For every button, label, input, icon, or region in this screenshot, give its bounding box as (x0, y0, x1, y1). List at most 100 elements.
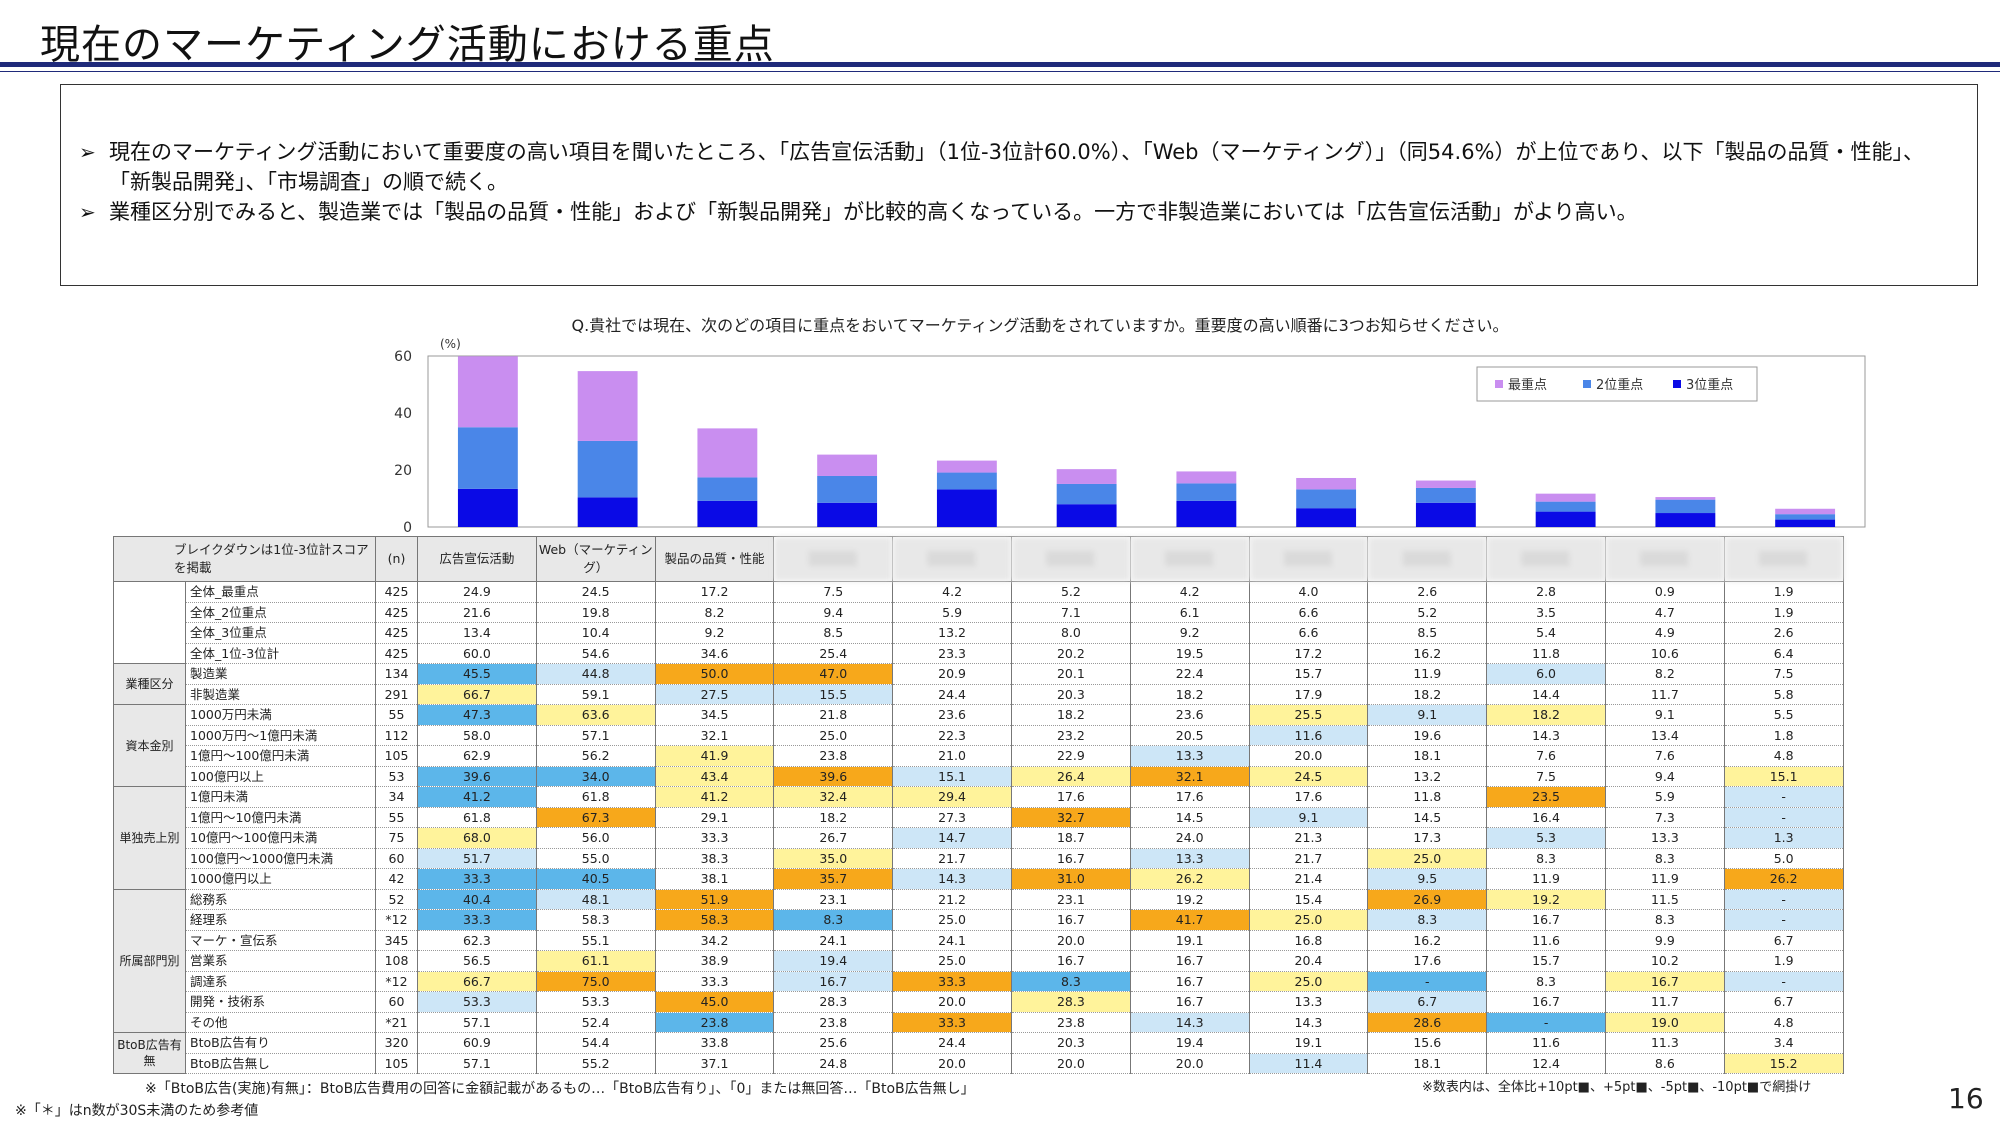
table-cell: 9.2 (654, 622, 775, 644)
table-cell: 11.3 (1604, 1032, 1725, 1054)
table-cell: 35.7 (773, 868, 894, 890)
table-cell: 19.1 (1129, 929, 1250, 951)
table-cell: 56.0 (535, 827, 656, 849)
table-cell: 11.6 (1248, 724, 1369, 746)
table-cell: 57.1 (535, 724, 656, 746)
table-cell: 34.5 (654, 704, 775, 726)
table-cell: 23.8 (1010, 1011, 1131, 1033)
bar-segment (936, 472, 997, 490)
row-label: 1億円～10億円未満 (185, 806, 376, 828)
table-cell: 24.8 (773, 1052, 894, 1074)
table-cell: 25.0 (1367, 847, 1488, 869)
table-cell: 32.7 (1010, 806, 1131, 828)
table-cell: 25.0 (1248, 970, 1369, 992)
table-cell: 16.2 (1367, 929, 1488, 951)
row-n: 425 (375, 642, 418, 664)
table-cell: 35.0 (773, 847, 894, 869)
table-row: 1億円～100億円未満 105 62.9 56.2 41.9 23.8 21.0 22.9 13… (114, 745, 1844, 767)
legend-label: 3位重点 (1686, 377, 1733, 393)
summary-bullet-text: 現在のマーケティング活動において重要度の高い項目を聞いたところ、「広告宣伝活動」… (109, 140, 1924, 194)
page-number: 16 (1948, 1082, 1984, 1115)
table-cell: 4.2 (892, 581, 1012, 603)
table-cell: 20.0 (1129, 1052, 1250, 1074)
table-cell: 19.4 (773, 950, 894, 972)
table-cell: 4.9 (1604, 622, 1725, 644)
table-row: 1000万円～1億円未満 112 58.0 57.1 32.1 25.0 22.3 23.2 2… (114, 724, 1844, 746)
table-cell: 47.0 (773, 663, 894, 685)
table-cell: 16.7 (1010, 950, 1131, 972)
table-row: 1000億円以上 42 33.3 40.5 38.1 35.7 14.3 31.0 26.2 21… (114, 868, 1844, 890)
table-cell: 31.0 (1010, 868, 1131, 890)
table-cell: 9.1 (1367, 704, 1488, 726)
table-cell: 8.2 (654, 601, 775, 623)
table-cell: 17.9 (1248, 683, 1369, 705)
table-cell: 23.8 (654, 1011, 775, 1033)
table-cell: - (1723, 786, 1844, 808)
row-n: 291 (375, 683, 418, 705)
table-cell: 15.5 (773, 683, 894, 705)
table-cell: 23.1 (773, 888, 894, 910)
table-cell: 7.6 (1604, 745, 1725, 767)
table-cell: 33.3 (417, 868, 537, 890)
column-header: ░░░░░ (1486, 536, 1606, 582)
table-cell: 20.9 (892, 663, 1012, 685)
table-cell: 6.1 (1129, 601, 1250, 623)
column-header: 製品の品質・性能 (654, 536, 775, 582)
row-n: 34 (375, 786, 418, 808)
title-rule-thin (0, 71, 2000, 72)
column-header: ░░░░░ (1723, 536, 1844, 582)
table-cell: 47.3 (417, 704, 537, 726)
table-cell: 13.2 (1367, 765, 1488, 787)
table-cell: 20.3 (1010, 683, 1131, 705)
table-cell: 38.1 (654, 868, 775, 890)
row-n: 112 (375, 724, 418, 746)
table-cell: - (1723, 909, 1844, 931)
table-cell: - (1723, 888, 1844, 910)
bar-segment (1775, 508, 1836, 515)
stacked-bar-chart: 0 20 40 60 (%) 最重点 2位重点 3位重点 (394, 337, 1866, 536)
table-cell: 23.1 (1010, 888, 1131, 910)
table-corner-label: ブレイクダウンは1位-3位計スコアを掲載 (113, 536, 376, 582)
table-cell: 34.2 (654, 929, 775, 951)
table-cell: 18.2 (1010, 704, 1131, 726)
row-n: 53 (375, 765, 418, 787)
table-cell: 14.3 (1248, 1011, 1369, 1033)
table-cell: 13.2 (892, 622, 1012, 644)
bar-segment (936, 489, 997, 527)
table-cell: 15.2 (1723, 1052, 1844, 1074)
row-label: 製造業 (185, 663, 376, 685)
table-cell: 11.9 (1367, 663, 1488, 685)
table-cell: 58.3 (535, 909, 656, 931)
table-cell: 11.7 (1604, 683, 1725, 705)
row-label: 開発・技術系 (185, 991, 376, 1013)
table-cell: 8.3 (773, 909, 894, 931)
table-cell: 18.7 (1010, 827, 1131, 849)
table-cell: 5.8 (1723, 683, 1844, 705)
row-n: 52 (375, 888, 418, 910)
bar-segment (817, 454, 878, 476)
table-cell: 17.2 (1248, 642, 1369, 664)
table-cell: 60.9 (417, 1032, 537, 1054)
bar-segment (1775, 519, 1836, 527)
table-cell: 19.6 (1367, 724, 1488, 746)
table-cell: 19.0 (1604, 1011, 1725, 1033)
table-cell: 1.9 (1723, 581, 1844, 603)
table-cell: - (1486, 1011, 1606, 1033)
table-cell: 54.6 (535, 642, 656, 664)
row-n: 55 (375, 704, 418, 726)
bar-segment (1056, 483, 1117, 505)
legend-swatch (1583, 380, 1591, 388)
row-n: 75 (375, 827, 418, 849)
table-cell: 33.3 (654, 970, 775, 992)
table-cell: 20.0 (1010, 929, 1131, 951)
table-cell: 15.6 (1367, 1032, 1488, 1054)
bullet-arrow-icon: ➢ (79, 200, 96, 224)
table-cell: 8.3 (1486, 847, 1606, 869)
table-cell: 21.7 (892, 847, 1012, 869)
table-cell: 4.2 (1129, 581, 1250, 603)
table-cell: 57.1 (417, 1011, 537, 1033)
table-cell: 10.4 (535, 622, 656, 644)
table-cell: 34.6 (654, 642, 775, 664)
row-label: 全体_3位重点 (185, 622, 376, 644)
table-cell: 6.6 (1248, 622, 1369, 644)
